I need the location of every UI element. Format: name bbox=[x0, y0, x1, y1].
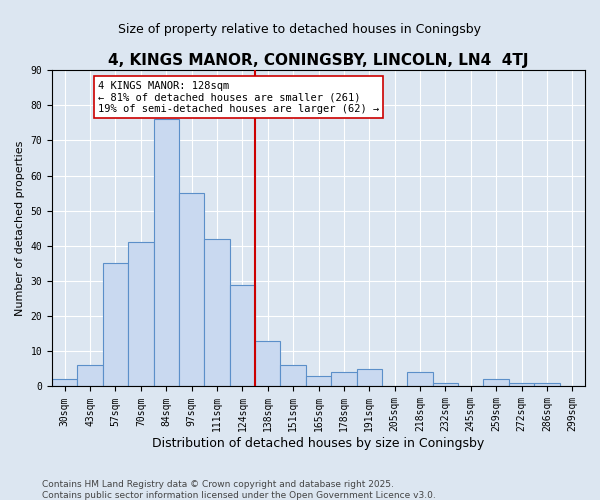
Bar bbox=[306, 376, 331, 386]
Bar bbox=[154, 120, 179, 386]
Bar bbox=[128, 242, 154, 386]
Title: 4, KINGS MANOR, CONINGSBY, LINCOLN, LN4  4TJ: 4, KINGS MANOR, CONINGSBY, LINCOLN, LN4 … bbox=[108, 52, 529, 68]
Text: Size of property relative to detached houses in Coningsby: Size of property relative to detached ho… bbox=[119, 22, 482, 36]
Bar bbox=[407, 372, 433, 386]
Bar bbox=[103, 264, 128, 386]
Bar bbox=[280, 366, 306, 386]
X-axis label: Distribution of detached houses by size in Coningsby: Distribution of detached houses by size … bbox=[152, 437, 485, 450]
Bar bbox=[77, 366, 103, 386]
Text: Contains HM Land Registry data © Crown copyright and database right 2025.
Contai: Contains HM Land Registry data © Crown c… bbox=[42, 480, 436, 500]
Y-axis label: Number of detached properties: Number of detached properties bbox=[15, 140, 25, 316]
Bar bbox=[255, 341, 280, 386]
Bar bbox=[230, 284, 255, 386]
Text: 4 KINGS MANOR: 128sqm
← 81% of detached houses are smaller (261)
19% of semi-det: 4 KINGS MANOR: 128sqm ← 81% of detached … bbox=[98, 80, 379, 114]
Bar bbox=[356, 369, 382, 386]
Bar bbox=[534, 383, 560, 386]
Bar bbox=[331, 372, 356, 386]
Bar bbox=[179, 193, 205, 386]
Bar bbox=[205, 239, 230, 386]
Bar bbox=[433, 383, 458, 386]
Bar bbox=[52, 380, 77, 386]
Bar bbox=[509, 383, 534, 386]
Bar bbox=[484, 380, 509, 386]
